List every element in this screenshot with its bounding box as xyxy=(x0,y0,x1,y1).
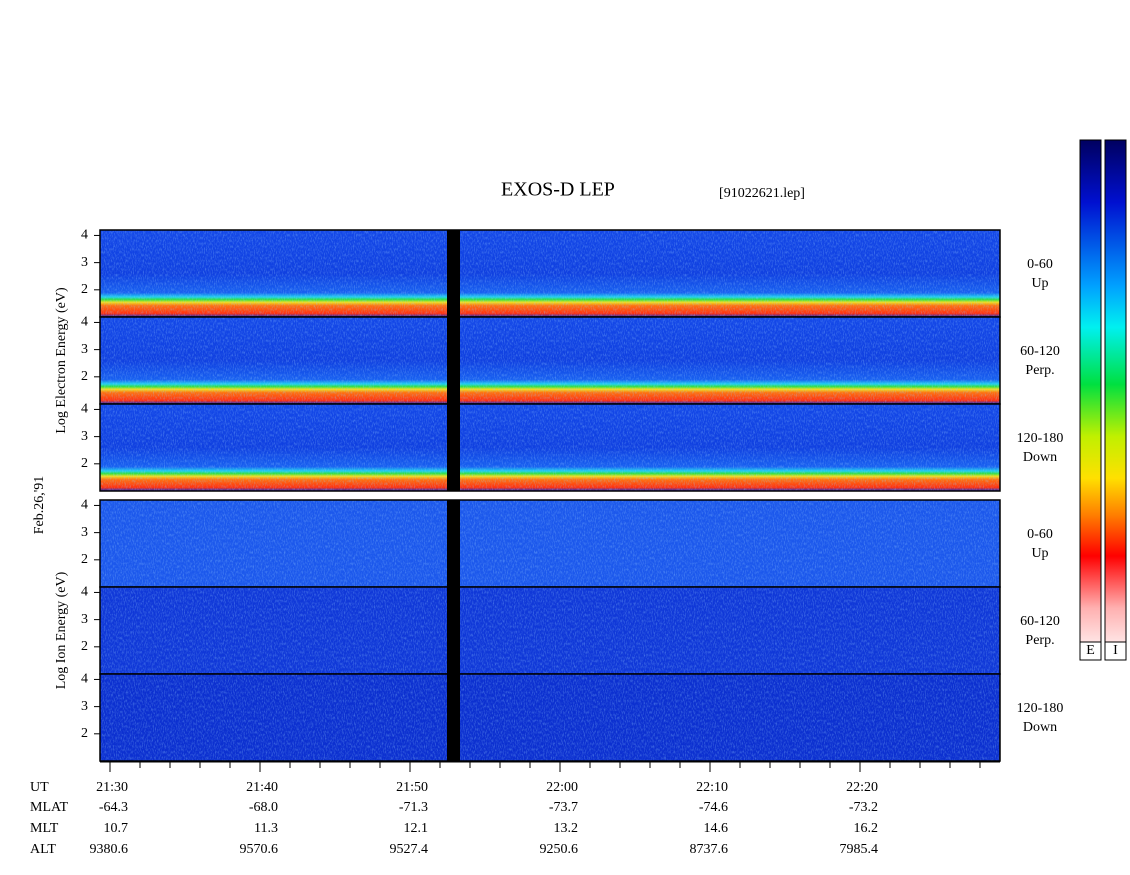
orbit-value: 13.2 xyxy=(554,821,579,836)
y-tick-label: 3 xyxy=(81,342,88,357)
panel-frame xyxy=(99,673,1001,762)
row-name: UT xyxy=(30,780,49,795)
orbit-value: -68.0 xyxy=(249,800,278,815)
orbit-value: 16.2 xyxy=(854,821,879,836)
y-tick-label: 2 xyxy=(81,369,88,384)
spectrogram-texture xyxy=(100,317,1000,404)
y-tick-label: 2 xyxy=(81,456,88,471)
x-tick-label: 22:10 xyxy=(696,780,728,795)
colorbar-box xyxy=(1079,641,1102,661)
panel-label: 0-60 xyxy=(1027,257,1053,272)
y-tick-label: 4 xyxy=(81,402,88,417)
orbit-value: 12.1 xyxy=(404,821,429,836)
orbit-value: -64.3 xyxy=(99,800,128,815)
spectrogram-texture xyxy=(100,404,1000,491)
panel-label: Up xyxy=(1031,546,1048,561)
x-tick-label: 22:00 xyxy=(546,780,578,795)
x-tick-label: 21:50 xyxy=(396,780,428,795)
colorbar xyxy=(1104,139,1127,661)
spectrogram-texture xyxy=(100,674,1000,761)
file-name: [91022621.lep] xyxy=(719,186,805,201)
panel-label: Perp. xyxy=(1025,633,1054,648)
y-axis-label: Log Ion Energy (eV) xyxy=(54,571,69,689)
spectrogram-texture xyxy=(100,500,1000,587)
row-name: MLT xyxy=(30,821,59,836)
y-tick-label: 2 xyxy=(81,639,88,654)
y-tick-label: 4 xyxy=(81,498,88,513)
row-name: ALT xyxy=(30,842,56,857)
panel-label: Perp. xyxy=(1025,363,1054,378)
panel-label: 120-180 xyxy=(1017,431,1064,446)
colorbar-box xyxy=(1104,641,1127,661)
date-label: Feb.26,'91 xyxy=(32,476,47,535)
orbit-value: -74.6 xyxy=(699,800,728,815)
colorbars: E I xyxy=(1079,139,1127,661)
orbit-value: 9570.6 xyxy=(240,842,279,857)
x-tick-label: 21:40 xyxy=(246,780,278,795)
data-gap xyxy=(447,500,460,761)
data-gap xyxy=(447,230,460,491)
panel-label: 120-180 xyxy=(1017,701,1064,716)
orbit-value: 10.7 xyxy=(104,821,129,836)
y-tick-label: 2 xyxy=(81,552,88,567)
y-tick-label: 3 xyxy=(81,429,88,444)
y-tick-label: 3 xyxy=(81,612,88,627)
spectrogram-texture xyxy=(100,587,1000,674)
y-axis-label: Log Electron Energy (eV) xyxy=(54,287,69,434)
orbit-value: 9527.4 xyxy=(390,842,429,857)
panel-frame xyxy=(99,403,1001,492)
panel-label: Down xyxy=(1023,720,1057,735)
orbit-value: 11.3 xyxy=(254,821,278,836)
x-tick-label: 22:20 xyxy=(846,780,878,795)
panel-label: Down xyxy=(1023,450,1057,465)
panel-label: 0-60 xyxy=(1027,527,1053,542)
orbit-value: 8737.6 xyxy=(690,842,729,857)
orbit-value: 7985.4 xyxy=(840,842,879,857)
y-tick-label: 4 xyxy=(81,228,88,243)
orbit-value: -73.7 xyxy=(549,800,578,815)
colorbar-label: E xyxy=(1086,643,1095,658)
y-tick-label: 2 xyxy=(81,726,88,741)
orbit-value: 9380.6 xyxy=(90,842,129,857)
orbit-value: -71.3 xyxy=(399,800,428,815)
y-tick-label: 4 xyxy=(81,672,88,687)
spectrogram-texture xyxy=(100,230,1000,317)
panel-label: 60-120 xyxy=(1020,344,1060,359)
y-tick-label: 4 xyxy=(81,315,88,330)
panel-label: Up xyxy=(1031,276,1048,291)
colorbar-label: I xyxy=(1113,643,1118,658)
panel-label: 60-120 xyxy=(1020,614,1060,629)
y-tick-label: 4 xyxy=(81,585,88,600)
y-tick-label: 3 xyxy=(81,525,88,540)
y-tick-label: 2 xyxy=(81,282,88,297)
y-tick-label: 3 xyxy=(81,255,88,270)
row-name: MLAT xyxy=(30,800,69,815)
chart-title: EXOS-D LEP xyxy=(501,179,615,201)
colorbar xyxy=(1079,139,1102,661)
x-tick-label: 21:30 xyxy=(96,780,128,795)
orbit-value: -73.2 xyxy=(849,800,878,815)
y-tick-label: 3 xyxy=(81,699,88,714)
orbit-value: 14.6 xyxy=(704,821,729,836)
orbit-value: 9250.6 xyxy=(540,842,579,857)
